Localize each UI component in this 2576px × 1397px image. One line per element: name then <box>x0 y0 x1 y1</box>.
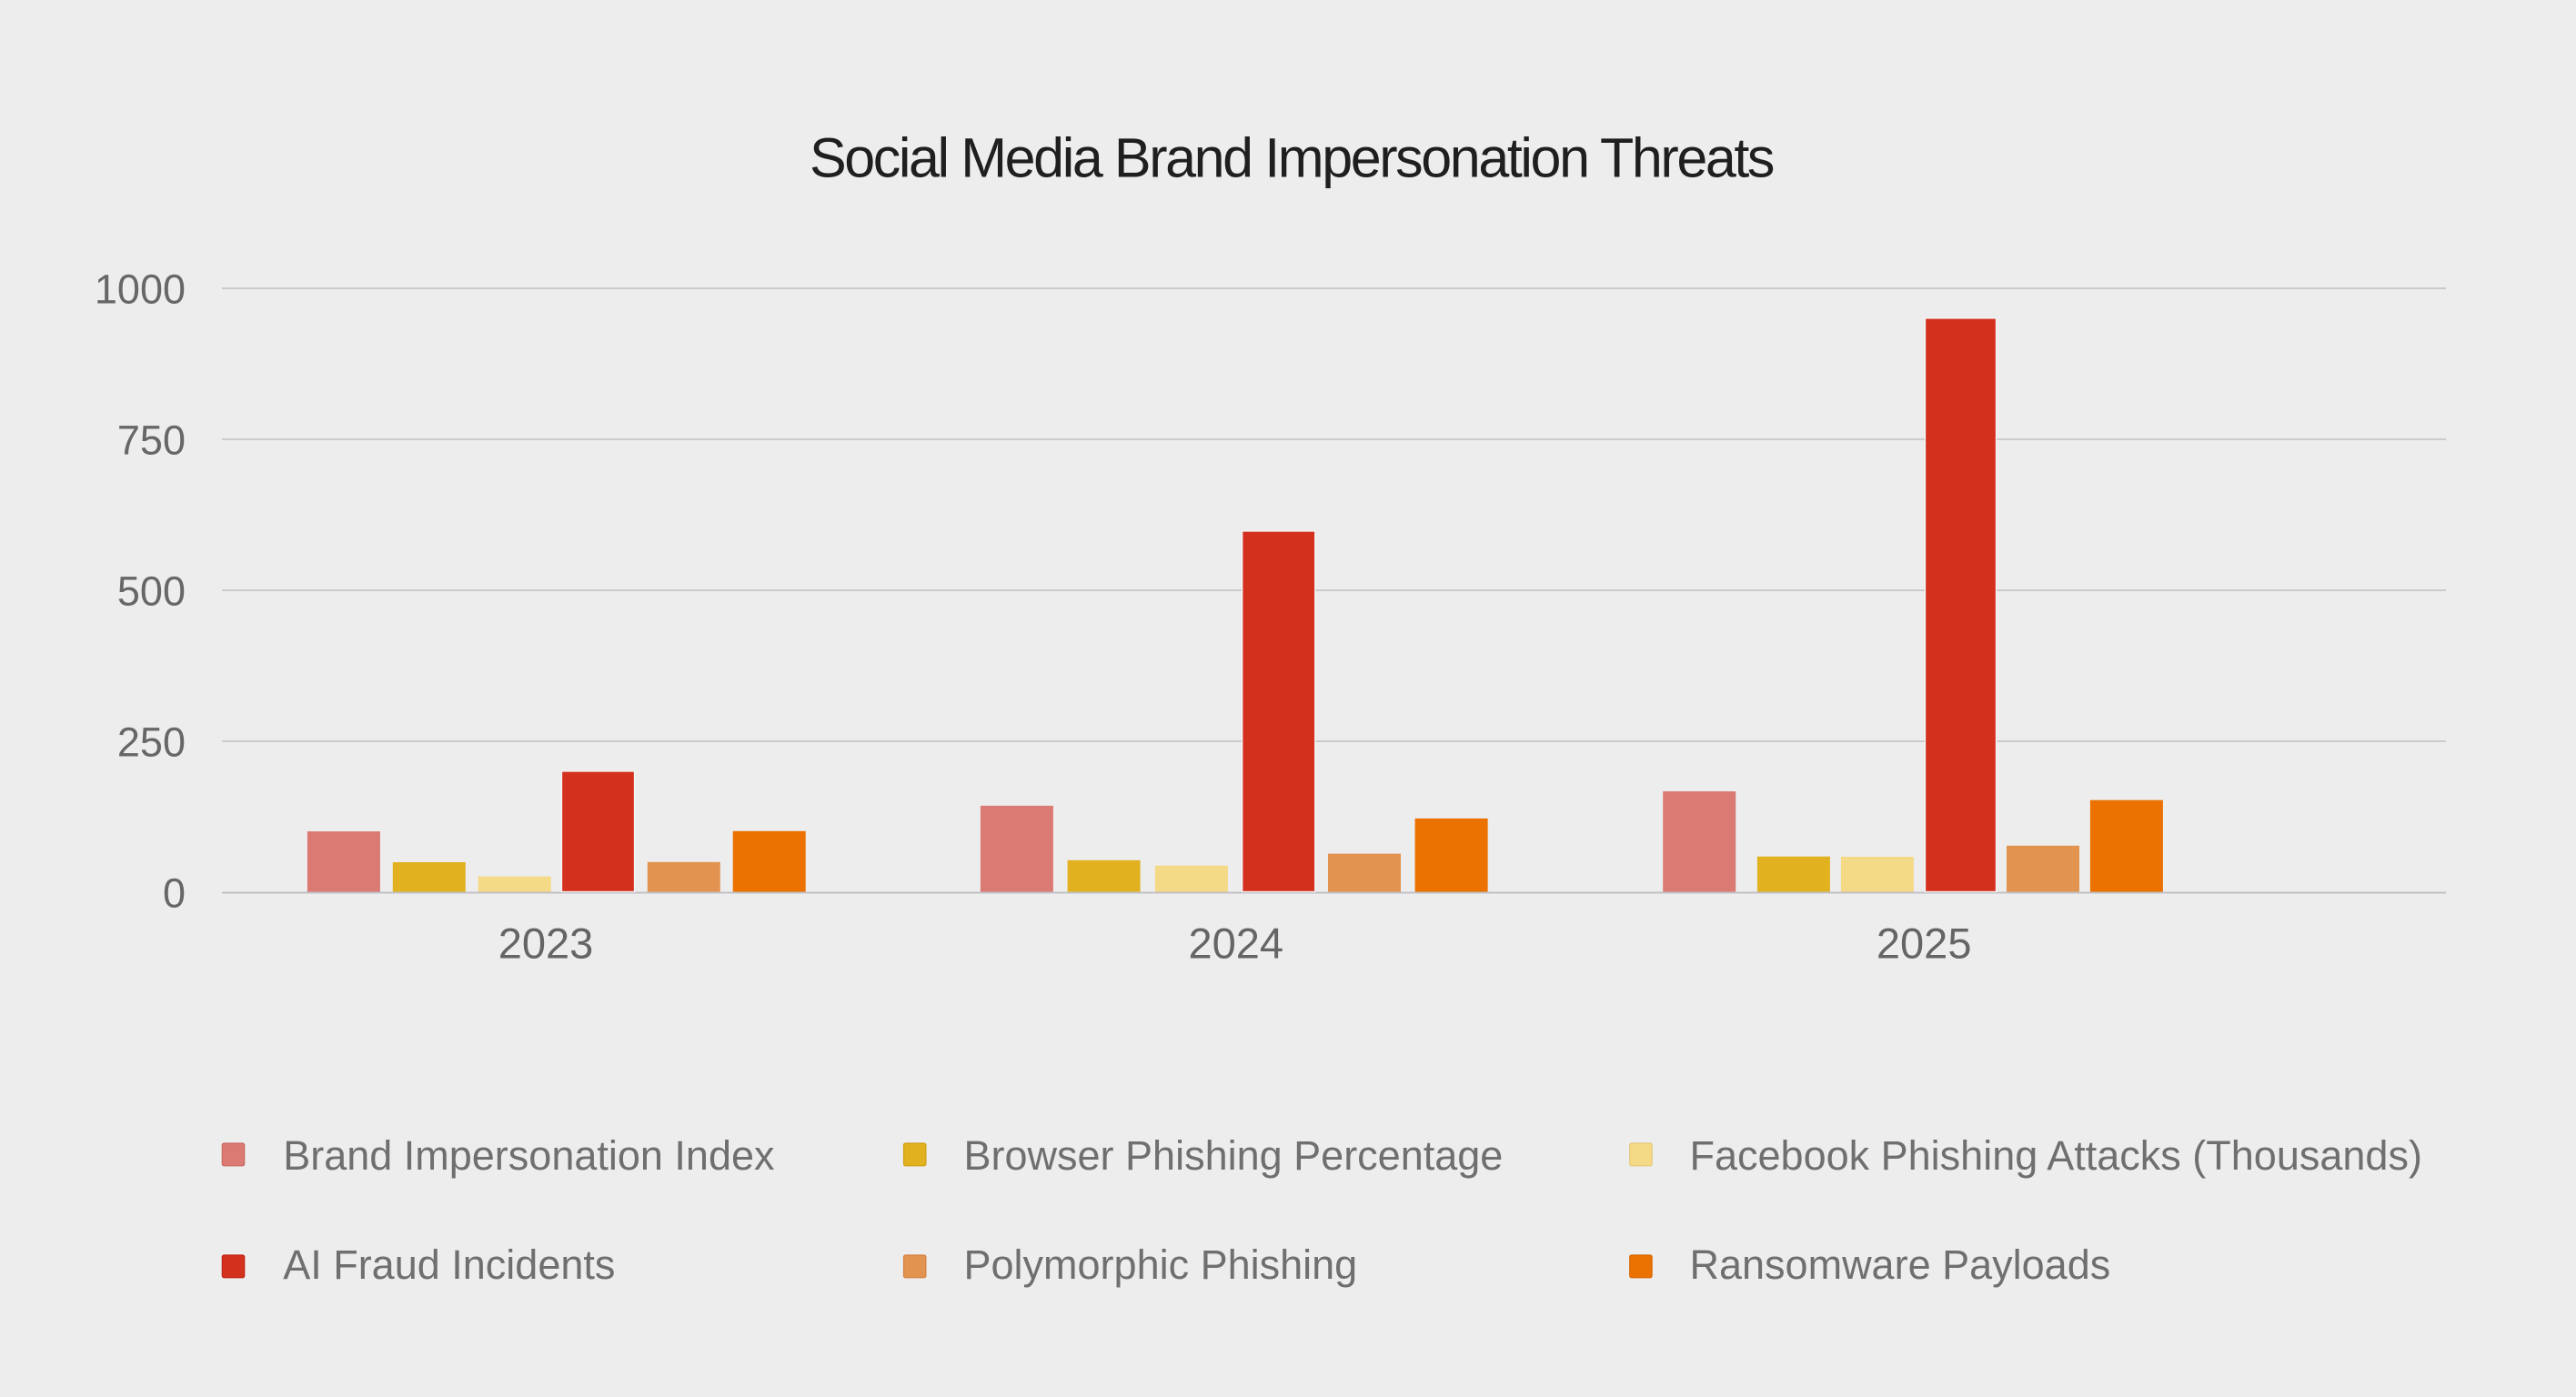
svg-text:0: 0 <box>163 870 186 917</box>
svg-text:Social Media Brand Impersonati: Social Media Brand Impersonation Threats <box>810 127 1774 189</box>
svg-text:2025: 2025 <box>1877 919 1972 967</box>
svg-text:1000: 1000 <box>95 266 186 312</box>
svg-text:AI Fraud Incidents: AI Fraud Incidents <box>283 1241 615 1288</box>
svg-text:750: 750 <box>117 417 186 463</box>
svg-text:Facebook Phishing Attacks (Tho: Facebook Phishing Attacks (Thousands) <box>1690 1132 2422 1179</box>
svg-text:Brand Impersonation Index: Brand Impersonation Index <box>283 1132 775 1179</box>
svg-text:Ransomware Payloads: Ransomware Payloads <box>1690 1241 2111 1288</box>
svg-text:Polymorphic Phishing: Polymorphic Phishing <box>964 1241 1358 1288</box>
svg-text:Browser Phishing Percentage: Browser Phishing Percentage <box>964 1132 1504 1179</box>
svg-text:250: 250 <box>117 719 186 766</box>
svg-text:2024: 2024 <box>1189 919 1284 967</box>
svg-text:2023: 2023 <box>498 919 594 967</box>
svg-text:500: 500 <box>117 568 186 615</box>
